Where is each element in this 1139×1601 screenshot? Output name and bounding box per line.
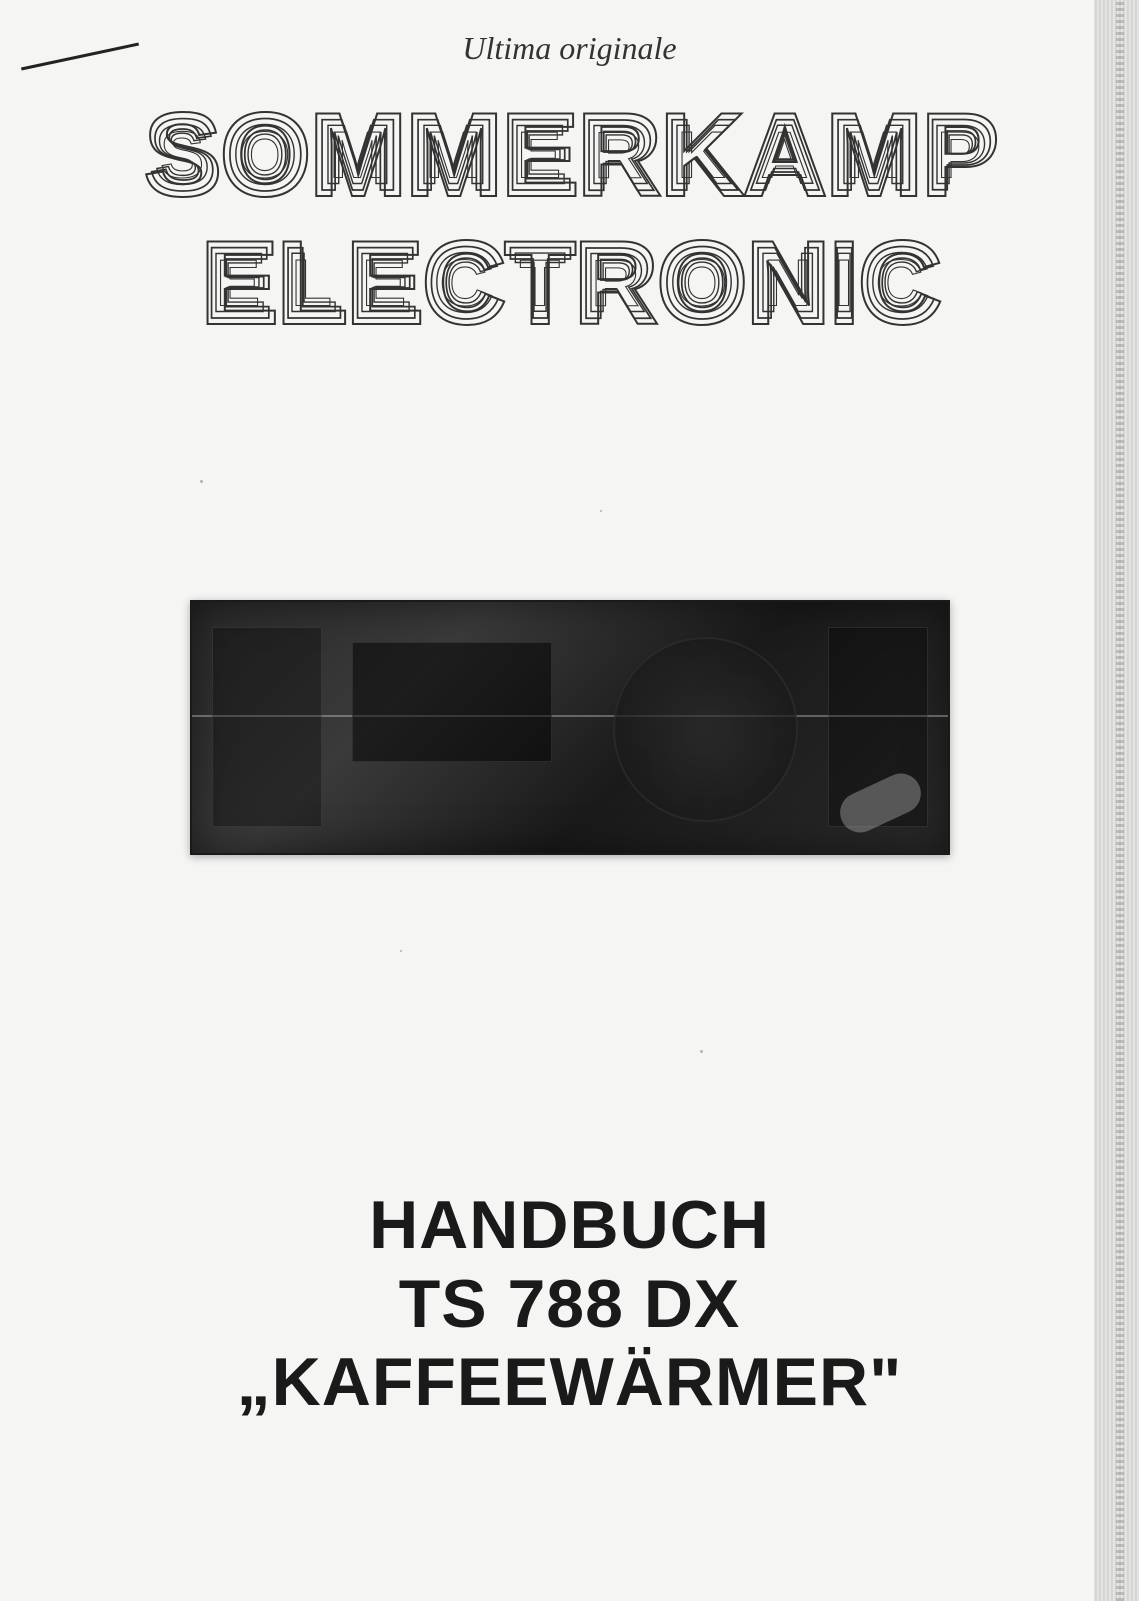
handwritten-annotation: Ultima originale: [462, 30, 676, 67]
title-line-2: TS 788 DX: [0, 1265, 1139, 1343]
logo-line-1: SS OO MM MM EE RR KK AA MM PP: [40, 95, 1100, 215]
device-left-panel: [212, 627, 322, 827]
logo-letter: II: [828, 223, 857, 343]
logo-letter: MM: [824, 95, 920, 215]
scan-noise: [700, 1050, 703, 1053]
document-title: HANDBUCH TS 788 DX „KAFFEEWÄRMER": [0, 1186, 1139, 1421]
logo-letter: NN: [745, 223, 828, 343]
title-line-3: „KAFFEEWÄRMER": [0, 1343, 1139, 1421]
device-frequency-display: [352, 642, 552, 762]
logo-letter: MM: [404, 95, 500, 215]
logo-letter: OO: [219, 95, 308, 215]
logo-letter: EE: [500, 95, 576, 215]
document-page: Ultima originale SS OO MM MM EE RR KK AA…: [0, 0, 1139, 1601]
logo-letter: TT: [504, 223, 573, 343]
scan-artifact-edge: [1094, 0, 1139, 1601]
scan-noise: [200, 480, 203, 483]
scan-artifact-binding: [1116, 0, 1124, 1601]
logo-letter: RR: [573, 223, 656, 343]
device-photo: [190, 600, 950, 855]
device-tuning-dial: [613, 637, 798, 822]
logo-letter: MM: [308, 95, 404, 215]
logo-letter: AA: [742, 95, 825, 215]
scan-corner-mark: [21, 43, 139, 71]
logo-letter: CC: [857, 223, 940, 343]
logo-letter: CC: [421, 223, 504, 343]
logo-letter: KK: [659, 95, 742, 215]
logo-line-2: EE LL EE CC TT RR OO NN II CC: [40, 223, 1100, 343]
logo-letter: PP: [920, 95, 996, 215]
scan-noise: [600, 510, 602, 512]
logo-letter: EE: [199, 223, 275, 343]
logo-letter: RR: [576, 95, 659, 215]
scan-noise: [400, 950, 402, 952]
logo-letter: LL: [276, 223, 345, 343]
logo-letter: SS: [143, 95, 219, 215]
brand-logo: SS OO MM MM EE RR KK AA MM PP EE LL EE C…: [40, 95, 1100, 343]
logo-letter: OO: [656, 223, 745, 343]
title-line-1: HANDBUCH: [0, 1186, 1139, 1264]
logo-letter: EE: [345, 223, 421, 343]
